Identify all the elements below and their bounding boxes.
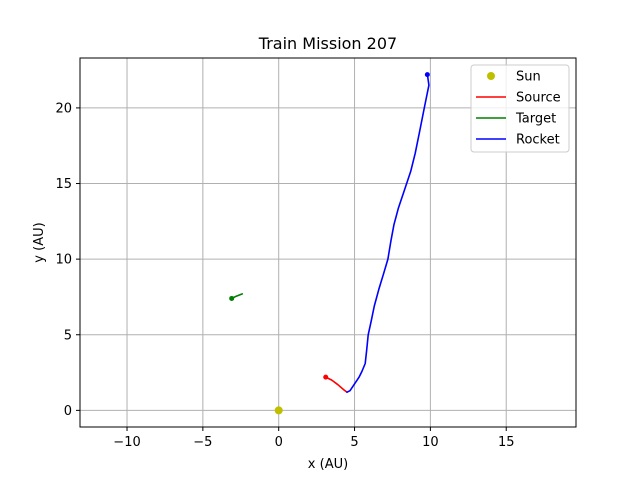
y-tick-label: 5	[64, 328, 72, 343]
legend-target-label: Target	[515, 112, 556, 127]
series-layer	[229, 72, 430, 415]
chart-title: Train Mission 207	[258, 34, 397, 53]
y-tick-label: 10	[55, 253, 72, 268]
rocket-position-marker	[424, 72, 430, 78]
plot-border	[79, 57, 577, 428]
y-axis-label: y (AU)	[32, 222, 47, 262]
x-axis-label: x (AU)	[308, 457, 348, 472]
y-tick-label: 20	[55, 101, 72, 116]
x-tick-label: 15	[498, 435, 515, 450]
legend-entries: Sun Source Target Rocket	[476, 70, 561, 148]
x-tick-label: 5	[350, 435, 358, 450]
legend-sun-swatch	[487, 72, 495, 80]
target-position-marker	[229, 295, 235, 301]
legend-source-label: Source	[516, 91, 561, 106]
rocket-line	[346, 73, 430, 394]
source-line	[324, 376, 348, 394]
y-tick-label: 15	[55, 177, 72, 192]
legend-sun-label: Sun	[516, 70, 541, 85]
sun-marker	[274, 406, 283, 415]
x-tick-label: −5	[193, 435, 212, 450]
x-tick-label: 10	[422, 435, 439, 450]
y-axis: 0 5 10 15 20	[55, 101, 80, 419]
x-tick-label: −10	[113, 435, 140, 450]
x-tick-label: 0	[275, 435, 283, 450]
legend-rocket-label: Rocket	[516, 133, 560, 148]
source-position-marker	[323, 374, 329, 380]
x-axis: −10 −5 0 5 10 15	[113, 427, 514, 450]
legend: Sun Source Target Rocket	[470, 64, 570, 153]
legend-box	[470, 64, 570, 153]
y-tick-label: 0	[64, 404, 72, 419]
